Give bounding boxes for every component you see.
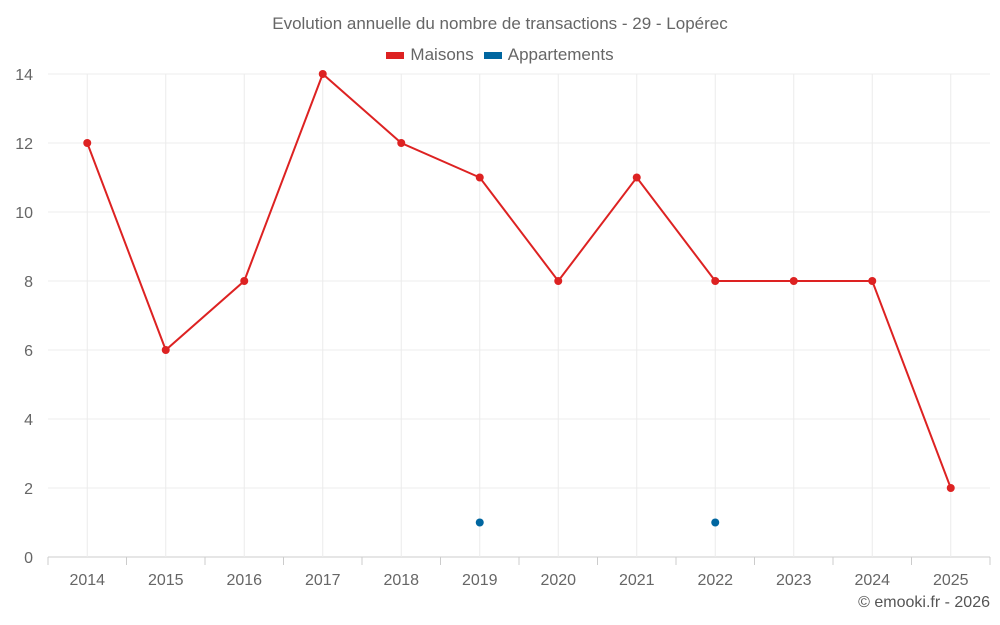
x-tick-label: 2023 xyxy=(776,572,812,589)
data-point-appartements xyxy=(475,518,484,527)
x-tick-label: 2016 xyxy=(226,572,262,589)
y-tick-label: 0 xyxy=(24,550,33,567)
data-point-maisons xyxy=(161,346,170,354)
legend-item-maisons[interactable]: Maisons xyxy=(386,45,474,65)
data-point-maisons xyxy=(318,70,327,78)
data-point-maisons xyxy=(554,277,563,285)
data-point-appartements xyxy=(711,518,720,527)
y-tick-label: 4 xyxy=(24,412,33,429)
x-tick-label: 2024 xyxy=(854,572,890,589)
x-tick-label: 2017 xyxy=(305,572,341,589)
x-tick-label: 2018 xyxy=(383,572,419,589)
x-tick-label: 2025 xyxy=(933,572,969,589)
data-point-maisons xyxy=(475,173,484,182)
y-tick-label: 14 xyxy=(15,67,33,84)
legend-item-appartements[interactable]: Appartements xyxy=(483,45,614,65)
y-tick-label: 8 xyxy=(24,274,33,291)
credit: © emooki.fr - 2026 xyxy=(858,594,990,611)
data-point-maisons xyxy=(789,277,798,285)
data-point-maisons xyxy=(711,277,720,285)
y-tick-label: 12 xyxy=(15,136,33,153)
legend-label: Appartements xyxy=(507,45,614,64)
x-tick-label: 2020 xyxy=(540,572,576,589)
x-tick-label: 2022 xyxy=(697,572,733,589)
x-tick-label: 2015 xyxy=(148,572,184,589)
legend-label: Maisons xyxy=(410,45,474,64)
legend-swatch-appartements xyxy=(483,51,502,59)
y-tick-label: 2 xyxy=(24,481,33,498)
y-tick-label: 10 xyxy=(15,205,33,222)
legend-swatch-maisons xyxy=(386,51,405,59)
data-point-maisons xyxy=(868,277,877,285)
data-point-maisons xyxy=(946,484,955,492)
x-tick-label: 2014 xyxy=(69,572,105,589)
chart-title: Evolution annuelle du nombre de transact… xyxy=(272,14,728,33)
data-point-maisons xyxy=(240,277,249,285)
data-point-maisons xyxy=(83,139,92,147)
x-tick-label: 2021 xyxy=(619,572,655,589)
y-tick-label: 6 xyxy=(24,343,33,360)
x-tick-label: 2019 xyxy=(462,572,498,589)
data-point-maisons xyxy=(397,139,406,147)
legend: Maisons Appartements xyxy=(0,45,1000,65)
series-line-maisons xyxy=(86,72,952,489)
data-point-maisons xyxy=(632,173,641,182)
